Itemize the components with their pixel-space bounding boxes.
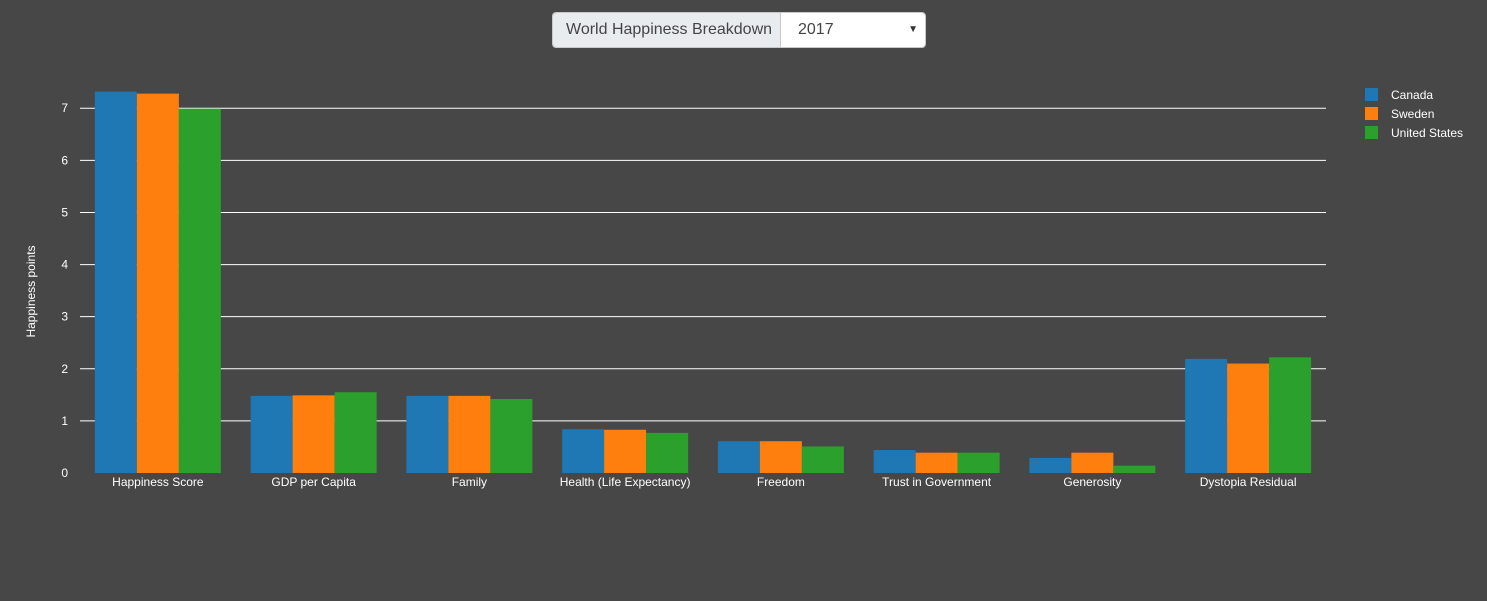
legend-label: United States [1391, 126, 1463, 140]
bar [490, 399, 533, 473]
year-select[interactable]: 2017 ▼ [781, 13, 925, 47]
bar [1071, 452, 1114, 473]
legend-swatch [1365, 126, 1378, 139]
x-tick-label: Trust in Government [882, 475, 992, 489]
x-tick-label: Freedom [757, 475, 805, 489]
legend-label: Canada [1391, 88, 1433, 102]
bar [873, 450, 916, 473]
x-tick-label: Family [452, 475, 487, 489]
x-tick-label: Health (Life Expectancy) [560, 475, 691, 489]
chevron-down-icon: ▼ [908, 24, 918, 35]
bar [604, 429, 647, 473]
bar [250, 395, 293, 473]
bar [1185, 358, 1228, 473]
x-tick-label: GDP per Capita [271, 475, 356, 489]
bar [94, 91, 137, 473]
bar [915, 452, 958, 473]
bar [717, 441, 760, 473]
x-tick-label: Dystopia Residual [1200, 475, 1297, 489]
selector-label: World Happiness Breakdown [553, 13, 781, 47]
bar [1113, 465, 1156, 473]
y-tick-label: 3 [61, 310, 68, 324]
y-tick-label: 2 [61, 362, 68, 376]
y-tick-label: 1 [61, 414, 68, 428]
bar [178, 108, 221, 473]
bar [957, 452, 1000, 473]
bar [646, 432, 689, 473]
legend-label: Sweden [1391, 107, 1434, 121]
bar [334, 392, 377, 473]
bar [759, 441, 802, 473]
y-tick-label: 0 [61, 466, 68, 480]
bar [1029, 457, 1072, 473]
legend-swatch [1365, 88, 1378, 101]
y-tick-label: 4 [61, 258, 68, 272]
y-axis-label: Happiness points [24, 245, 38, 337]
bar [406, 395, 449, 473]
bar [136, 93, 179, 474]
bar [448, 395, 491, 473]
bar [1269, 357, 1312, 473]
y-tick-label: 6 [61, 153, 68, 167]
legend-swatch [1365, 107, 1378, 120]
year-selector: World Happiness Breakdown 2017 ▼ [552, 12, 926, 48]
bar [292, 395, 335, 473]
selected-year: 2017 [798, 21, 834, 38]
bar [1227, 363, 1270, 473]
x-tick-label: Generosity [1063, 475, 1121, 489]
bar [801, 446, 844, 473]
y-tick-label: 5 [61, 205, 68, 219]
x-tick-label: Happiness Score [112, 475, 204, 489]
y-tick-label: 7 [61, 101, 68, 115]
bar [562, 429, 605, 473]
